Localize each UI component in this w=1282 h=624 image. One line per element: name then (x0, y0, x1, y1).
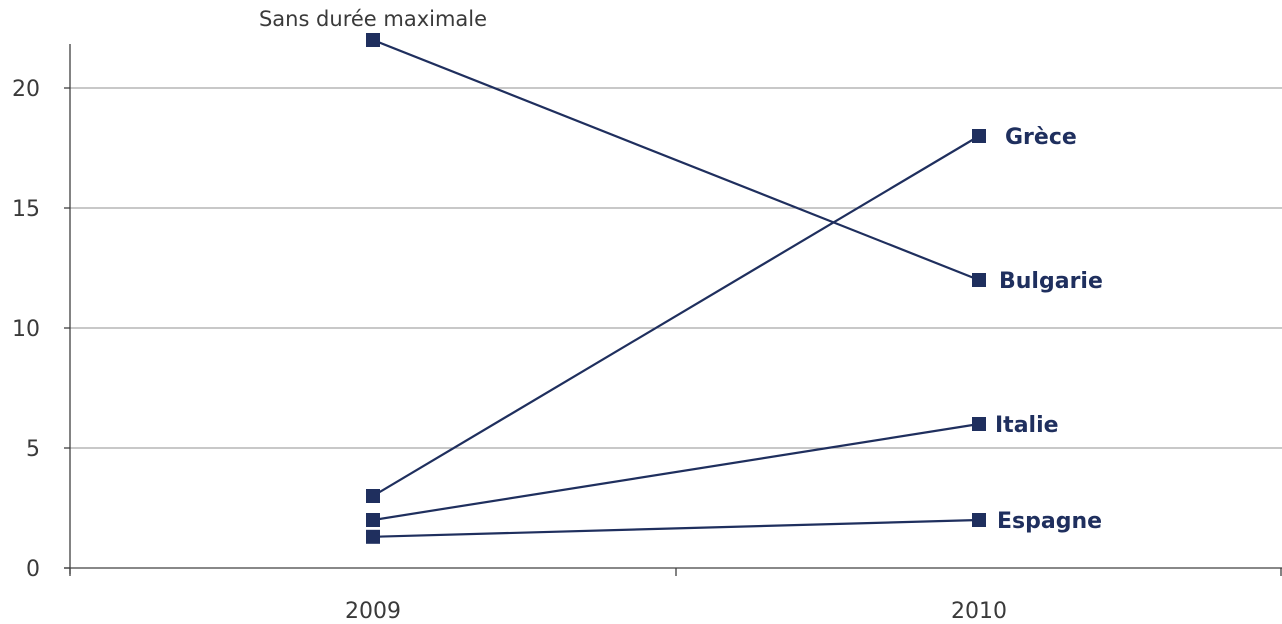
data-point-italie-2009 (366, 513, 380, 527)
data-point-espagne-2009 (366, 529, 380, 544)
gridlines (70, 87, 1282, 449)
series-labels: Grèce Bulgarie Italie Espagne (995, 125, 1103, 534)
no-max-duration-annotation: Sans durée maximale (259, 7, 487, 31)
y-tick-label: 5 (26, 437, 40, 462)
x-tick-label-2010: 2010 (951, 599, 1007, 624)
x-tick-label-2009: 2009 (345, 599, 401, 624)
y-tick-label: 15 (12, 197, 40, 222)
series-line-grece (372, 135, 980, 497)
series-line-bulgarie (372, 38, 980, 282)
series-lines (372, 38, 980, 538)
y-tick-label: 20 (12, 77, 40, 102)
y-tick-label: 0 (26, 557, 40, 582)
axes: 0 5 10 15 20 2009 2010 (12, 44, 1282, 624)
data-markers (366, 33, 986, 544)
data-point-grece-2010 (972, 129, 986, 143)
data-point-bulgarie-2010 (972, 273, 986, 287)
data-point-espagne-2010 (972, 513, 986, 527)
series-line-italie (372, 422, 980, 522)
series-label-italie: Italie (995, 413, 1059, 438)
series-label-grece: Grèce (1005, 125, 1077, 150)
series-label-espagne: Espagne (997, 509, 1102, 534)
y-tick-label: 10 (12, 317, 40, 342)
data-point-italie-2010 (972, 417, 986, 431)
series-line-espagne (372, 518, 980, 538)
data-point-bulgarie-2009 (366, 33, 380, 47)
data-point-grece-2009 (366, 489, 380, 503)
series-label-bulgarie: Bulgarie (999, 269, 1103, 294)
